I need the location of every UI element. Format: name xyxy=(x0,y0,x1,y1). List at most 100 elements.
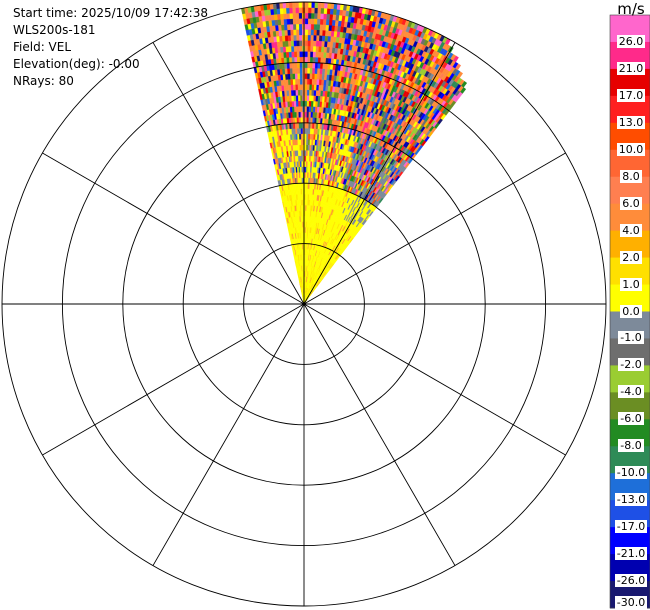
velocity-cell xyxy=(294,67,298,74)
velocity-cell xyxy=(314,18,318,25)
velocity-cell xyxy=(299,150,302,156)
velocity-cell xyxy=(286,62,291,69)
radial-spoke xyxy=(42,152,305,305)
velocity-cell xyxy=(296,111,299,118)
velocity-cell xyxy=(304,100,308,107)
velocity-cell xyxy=(296,106,299,113)
velocity-cell xyxy=(308,100,312,107)
velocity-cell xyxy=(299,133,302,140)
velocity-cell xyxy=(311,18,315,25)
velocity-cell xyxy=(304,144,307,151)
velocity-cell xyxy=(288,51,293,58)
velocity-cell xyxy=(314,62,319,69)
velocity-cell xyxy=(299,29,303,36)
colorbar-tick-label: -30.0 xyxy=(614,596,648,609)
velocity-cell xyxy=(304,166,307,173)
velocity-cell xyxy=(309,62,313,69)
velocity-cell xyxy=(289,13,294,19)
velocity-cell xyxy=(293,34,297,41)
velocity-cell xyxy=(300,78,303,85)
velocity-cell xyxy=(311,89,315,96)
velocity-cell xyxy=(293,23,297,30)
velocity-cell xyxy=(298,12,303,19)
velocity-cell xyxy=(310,34,314,41)
velocity-cell xyxy=(316,40,320,47)
velocity-cell xyxy=(286,13,291,20)
velocity-cell xyxy=(310,40,314,47)
velocity-cell xyxy=(320,18,324,25)
velocity-cell xyxy=(306,133,309,140)
velocity-cell xyxy=(296,122,300,129)
velocity-cell xyxy=(301,144,304,151)
velocity-cell xyxy=(316,29,321,36)
velocity-cell xyxy=(298,111,301,118)
velocity-cell xyxy=(296,34,300,41)
velocity-cell xyxy=(311,78,315,85)
velocity-cell xyxy=(309,95,312,102)
colorbar-tick-label: 26.0 xyxy=(616,34,646,48)
velocity-cell xyxy=(312,62,316,69)
velocity-cell xyxy=(312,67,316,74)
velocity-cell xyxy=(290,34,295,41)
velocity-cell xyxy=(283,18,288,25)
velocity-cell xyxy=(306,128,309,134)
velocity-cell xyxy=(289,57,293,63)
velocity-cell xyxy=(315,51,319,58)
velocity-cell xyxy=(307,40,311,47)
velocity-cell xyxy=(293,45,298,52)
velocity-cell xyxy=(313,40,317,47)
velocity-cell xyxy=(292,18,297,25)
velocity-cell xyxy=(289,7,293,14)
velocity-cell xyxy=(304,106,308,112)
velocity-cell xyxy=(291,51,295,58)
velocity-cell xyxy=(301,188,304,195)
velocity-cell xyxy=(313,23,318,30)
velocity-cell xyxy=(276,2,281,9)
velocity-cell xyxy=(282,40,286,47)
velocity-cell xyxy=(307,56,311,63)
colorbar-tick-label: 0.0 xyxy=(620,304,642,318)
velocity-cell xyxy=(287,35,292,42)
velocity-cell xyxy=(313,34,317,41)
velocity-cell xyxy=(281,29,286,36)
velocity-cell xyxy=(299,62,303,69)
velocity-cell xyxy=(305,29,309,36)
velocity-cell xyxy=(319,35,323,42)
velocity-data-layer xyxy=(241,1,468,305)
velocity-cell xyxy=(301,150,304,156)
velocity-cell xyxy=(291,45,295,52)
velocity-cell xyxy=(299,144,302,151)
velocity-cell xyxy=(300,95,303,102)
velocity-cell xyxy=(296,51,300,58)
velocity-cell xyxy=(313,29,318,36)
velocity-cell xyxy=(280,13,285,20)
velocity-cell xyxy=(301,172,304,178)
velocity-cell xyxy=(307,51,311,58)
velocity-cell xyxy=(305,12,309,19)
velocity-cell xyxy=(300,133,304,140)
velocity-cell xyxy=(310,29,315,36)
velocity-cell xyxy=(285,2,290,9)
velocity-cell xyxy=(319,24,324,31)
velocity-cell xyxy=(320,2,325,9)
velocity-cell xyxy=(307,45,311,52)
velocity-cell xyxy=(282,7,287,14)
velocity-cell xyxy=(298,128,302,135)
velocity-cell xyxy=(292,73,296,80)
velocity-cell xyxy=(320,13,325,20)
velocity-cell xyxy=(304,45,309,52)
velocity-cell xyxy=(286,7,290,14)
velocity-cell xyxy=(289,68,293,74)
velocity-cell xyxy=(317,2,322,9)
velocity-cell xyxy=(294,106,297,113)
velocity-cell xyxy=(304,122,307,129)
velocity-cell xyxy=(290,29,294,36)
nrays-text: NRays: 80 xyxy=(13,74,74,88)
velocity-cell xyxy=(288,46,292,53)
velocity-cell xyxy=(308,12,312,19)
velocity-cell xyxy=(314,13,318,19)
radial-spoke xyxy=(303,303,456,566)
velocity-cell xyxy=(277,13,282,20)
colorbar-tick-label: -17.0 xyxy=(614,520,648,534)
velocity-cell xyxy=(300,89,303,96)
